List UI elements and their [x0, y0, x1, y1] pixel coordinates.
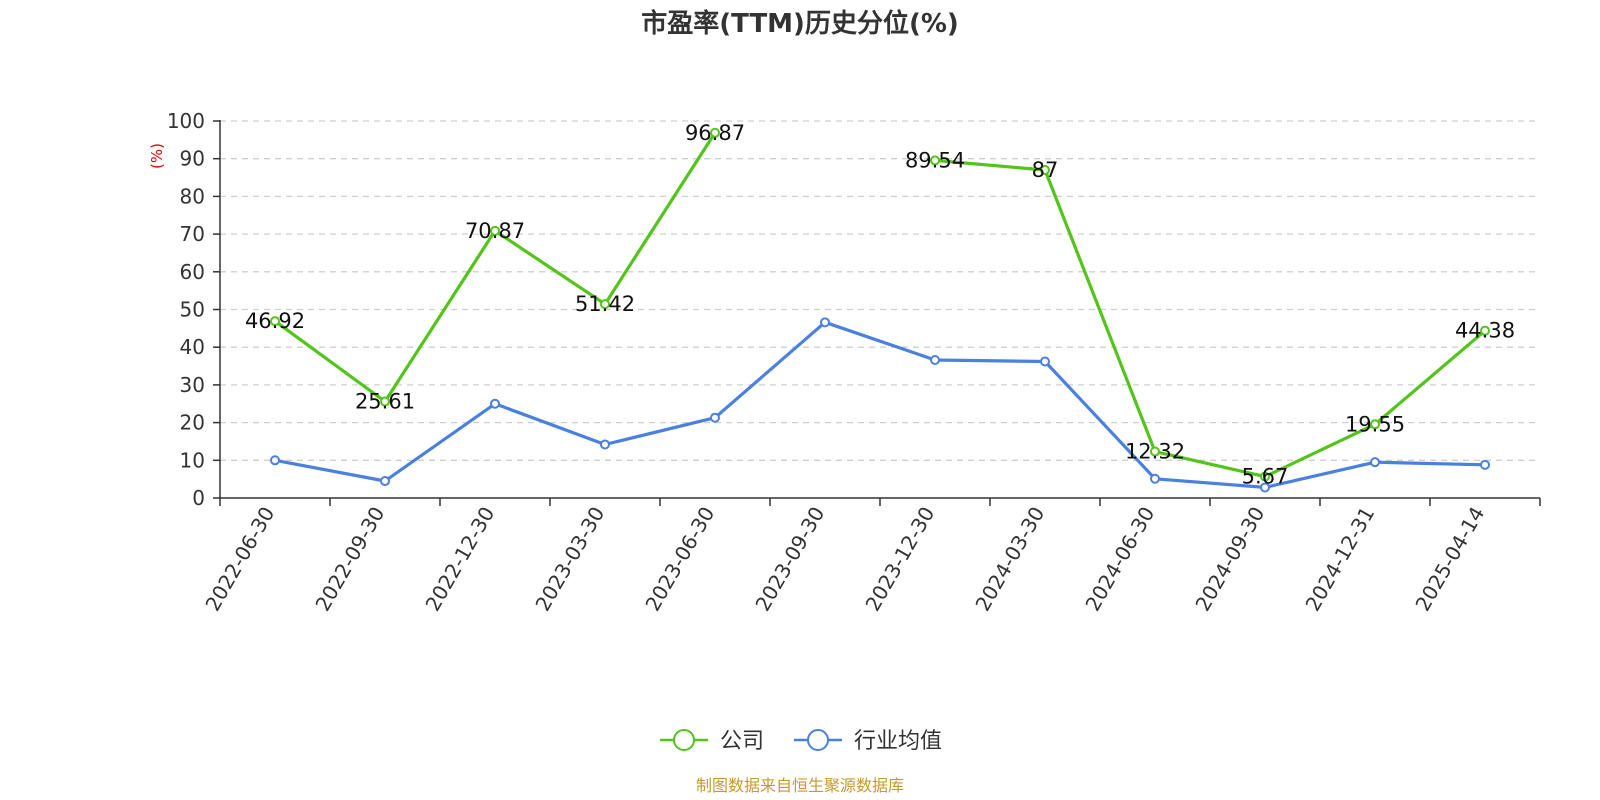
- data-point: [270, 316, 280, 327]
- x-tick-label: 2025-04-14: [1410, 503, 1489, 616]
- data-point: [1480, 325, 1490, 336]
- y-tick-labels: 0 10 20 30 40 50 60 70 80 90 100: [167, 109, 205, 510]
- x-tick-labels: 2022-06-30 2022-09-30 2022-12-30 2023-03-30…: [200, 503, 1489, 616]
- data-point: [930, 155, 940, 166]
- x-tick-label: 2024-06-30: [1080, 503, 1159, 616]
- series-line: [274, 320, 1486, 489]
- data-point: [820, 317, 830, 328]
- y-tick-label: 90: [180, 147, 205, 171]
- x-tick-label: 2023-03-30: [530, 503, 609, 616]
- data-point: [710, 127, 720, 138]
- data-label: 96.87: [685, 121, 745, 145]
- y-tick-label: 100: [167, 109, 205, 133]
- data-point: [1260, 482, 1270, 493]
- data-labels: 46.92 25.61 70.87 51.42 96.87 89.54 87 12.32 5.6…: [245, 121, 1515, 489]
- y-tick-label: 70: [180, 222, 205, 246]
- y-tick-label: 80: [180, 184, 205, 208]
- data-point: [490, 398, 500, 409]
- data-label: 25.61: [355, 389, 415, 413]
- data-point: [490, 225, 500, 236]
- data-label: 87: [1032, 158, 1059, 182]
- x-tick-label: 2022-12-30: [420, 503, 499, 616]
- data-label: 51.42: [575, 292, 635, 316]
- data-label: 5.67: [1242, 465, 1289, 489]
- data-label: 44.38: [1455, 319, 1515, 343]
- axes: [213, 120, 1541, 506]
- data-point: [1040, 356, 1050, 367]
- x-tick-label: 2024-03-30: [970, 503, 1049, 616]
- x-tick-label: 2023-12-30: [860, 503, 939, 616]
- grid-lines: [220, 120, 1540, 461]
- data-point: [1370, 419, 1380, 430]
- data-point: [710, 412, 720, 423]
- y-tick-label: 10: [180, 448, 205, 472]
- x-tick-label: 2024-12-31: [1300, 503, 1379, 616]
- y-tick-label: 40: [180, 335, 205, 359]
- y-tick-label: 20: [180, 411, 205, 435]
- y-tick-label: 30: [180, 373, 205, 397]
- x-tick-label: 2022-09-30: [310, 503, 389, 616]
- data-point: [1480, 459, 1490, 470]
- data-label: 19.55: [1345, 412, 1405, 436]
- data-point: [1150, 446, 1160, 457]
- legend[interactable]: 公司 行业均值: [660, 729, 942, 754]
- data-point: [380, 396, 390, 407]
- legend-marker: [807, 729, 829, 751]
- data-point: [1150, 473, 1160, 484]
- x-tick-label: 2022-06-30: [200, 503, 279, 616]
- data-point: [600, 299, 610, 310]
- data-label: 89.54: [905, 148, 965, 172]
- data-point: [270, 455, 280, 466]
- legend-label: 行业均值: [854, 729, 942, 754]
- legend-item[interactable]: 行业均值: [794, 729, 942, 754]
- y-tick-label: 50: [180, 298, 205, 322]
- series-line: [934, 158, 1487, 479]
- source-note: 制图数据来自恒生聚源数据库: [696, 776, 904, 795]
- series-group: [270, 127, 1490, 493]
- x-tick-label: 2024-09-30: [1190, 503, 1269, 616]
- data-label: 12.32: [1125, 440, 1185, 464]
- x-tick-label: 2023-09-30: [750, 503, 829, 616]
- x-tick-label: 2023-06-30: [640, 503, 719, 616]
- y-axis-label: (%): [148, 143, 166, 169]
- y-tick-label: 60: [180, 260, 205, 284]
- data-point: [930, 355, 940, 366]
- legend-label: 公司: [720, 729, 764, 754]
- data-point: [600, 439, 610, 450]
- data-point: [1260, 471, 1270, 482]
- data-label: 46.92: [245, 309, 305, 333]
- data-point: [1370, 457, 1380, 468]
- legend-marker: [673, 729, 695, 751]
- data-label: 70.87: [465, 219, 525, 243]
- legend-item[interactable]: 公司: [660, 729, 764, 754]
- chart-title: 市盈率(TTM)历史分位(%): [641, 8, 959, 39]
- series-line: [274, 131, 717, 404]
- y-tick-label: 0: [192, 486, 205, 510]
- data-point: [380, 476, 390, 487]
- data-point: [1040, 165, 1050, 176]
